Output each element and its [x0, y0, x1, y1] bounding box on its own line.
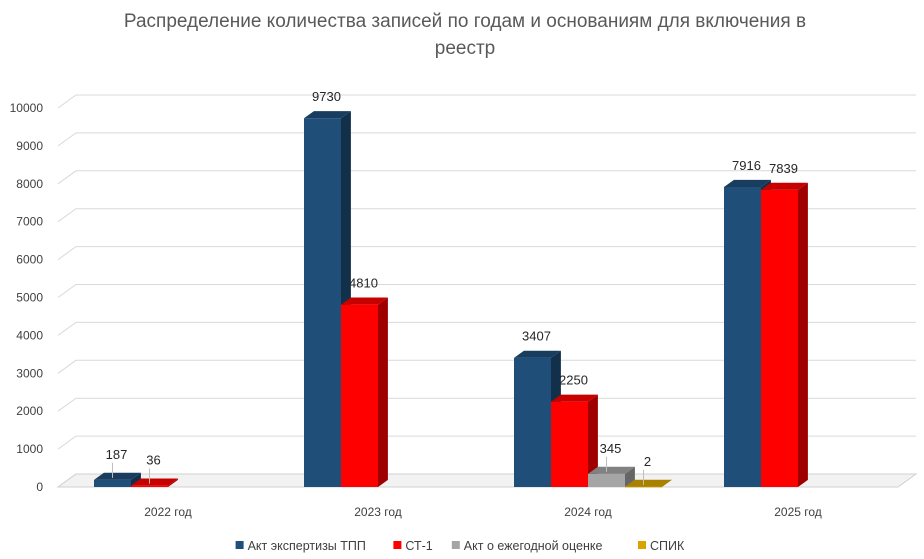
- bar-side: [168, 478, 178, 487]
- gridline: [57, 359, 916, 374]
- gridline: [57, 208, 916, 223]
- bar-front: [94, 479, 131, 487]
- data-label: 2250: [559, 373, 588, 388]
- data-label: 7839: [769, 161, 798, 176]
- bar-front: [761, 189, 798, 487]
- bar-front: [304, 118, 341, 487]
- y-tick-label: 2000: [16, 404, 43, 418]
- x-category-label: 2025 год: [774, 505, 822, 519]
- gridline: [57, 435, 916, 450]
- bar-top: [551, 394, 598, 402]
- bar-front: [588, 473, 625, 487]
- gridline: [57, 397, 916, 412]
- data-label: 36: [146, 452, 160, 467]
- bar-front: [341, 304, 378, 487]
- legend-item: Акт экспертизы ТПП: [235, 539, 366, 553]
- y-tick-label: 6000: [16, 253, 43, 267]
- x-category-label: 2022 год: [144, 505, 192, 519]
- bar-top: [131, 478, 178, 486]
- bar-top: [761, 182, 808, 190]
- bar: [304, 111, 351, 487]
- bars: [94, 111, 808, 488]
- data-label: 9730: [312, 89, 341, 104]
- y-tick-label: 1000: [16, 442, 43, 456]
- gridline: [57, 132, 916, 147]
- legend-swatch: [638, 541, 646, 549]
- y-tick-label: 0: [36, 480, 43, 494]
- bar-top: [94, 472, 141, 480]
- x-axis-categories: 2022 год 2023 год 2024 год 2025 год: [144, 505, 822, 519]
- bar-side: [378, 297, 388, 487]
- y-tick-label: 9000: [16, 139, 43, 153]
- data-label: 7916: [732, 158, 761, 173]
- y-tick-label: 4000: [16, 328, 43, 342]
- bar: [551, 394, 598, 487]
- legend-label: Акт о ежегодной оценке: [464, 539, 603, 553]
- y-tick-label: 5000: [16, 291, 43, 305]
- gridlines: [57, 94, 916, 488]
- bar: [625, 479, 672, 488]
- data-label: 2: [644, 454, 651, 469]
- legend-swatch: [393, 541, 402, 549]
- bar-side: [131, 472, 141, 487]
- legend: Акт экспертизы ТПП СТ-1 Акт о ежегодной оц…: [235, 539, 685, 553]
- bar-side: [662, 479, 672, 487]
- bar: [341, 297, 388, 487]
- gridline: [57, 246, 916, 261]
- data-label: 187: [106, 447, 128, 462]
- bar-front: [551, 401, 588, 487]
- y-tick-label: 3000: [16, 366, 43, 380]
- bar-top: [724, 179, 771, 187]
- bar: [94, 472, 141, 487]
- chart-title-line2: реестр: [435, 38, 495, 59]
- x-category-label: 2024 год: [564, 505, 612, 519]
- gridline: [57, 321, 916, 336]
- bar: [588, 466, 635, 487]
- data-label: 345: [600, 441, 622, 456]
- bar-side: [588, 394, 598, 487]
- y-axis-ticks: 0 1000 2000 3000 4000 5000 6000 7000 8000 9000 100…: [10, 101, 44, 494]
- y-tick-label: 7000: [16, 215, 43, 229]
- legend-label: СПИК: [650, 539, 685, 553]
- legend-item: СПИК: [638, 539, 685, 553]
- data-label: 3407: [522, 329, 551, 344]
- bar-top: [625, 479, 672, 487]
- legend-label: Акт экспертизы ТПП: [248, 539, 366, 553]
- bar: [131, 478, 178, 487]
- data-labels: 187 36 9730 4810 3407 2250 345 2 7916 7839: [106, 89, 798, 485]
- bar-side: [625, 466, 635, 487]
- gridline: [57, 94, 916, 109]
- bar-top: [588, 466, 635, 474]
- bar-top: [341, 297, 388, 305]
- legend-label: СТ-1: [405, 539, 432, 553]
- legend-swatch: [451, 541, 460, 549]
- gridline: [57, 284, 916, 298]
- legend-item: Акт о ежегодной оценке: [451, 539, 603, 553]
- x-category-label: 2023 год: [354, 505, 402, 519]
- bar-top: [514, 350, 561, 358]
- legend-swatch: [235, 541, 244, 549]
- legend-item: СТ-1: [393, 539, 433, 553]
- bar-front: [131, 485, 168, 487]
- bar-top: [304, 111, 351, 119]
- bar: [761, 182, 808, 488]
- bar-front: [625, 486, 662, 488]
- data-label: 4810: [349, 276, 378, 291]
- y-tick-label: 8000: [16, 177, 43, 191]
- chart-title-line1: Распределение количества записей по года…: [124, 11, 806, 32]
- gridline: [57, 170, 916, 185]
- y-tick-label: 10000: [10, 101, 44, 115]
- bar-side: [798, 182, 808, 488]
- bar-front: [724, 186, 761, 488]
- bar-front: [514, 357, 551, 487]
